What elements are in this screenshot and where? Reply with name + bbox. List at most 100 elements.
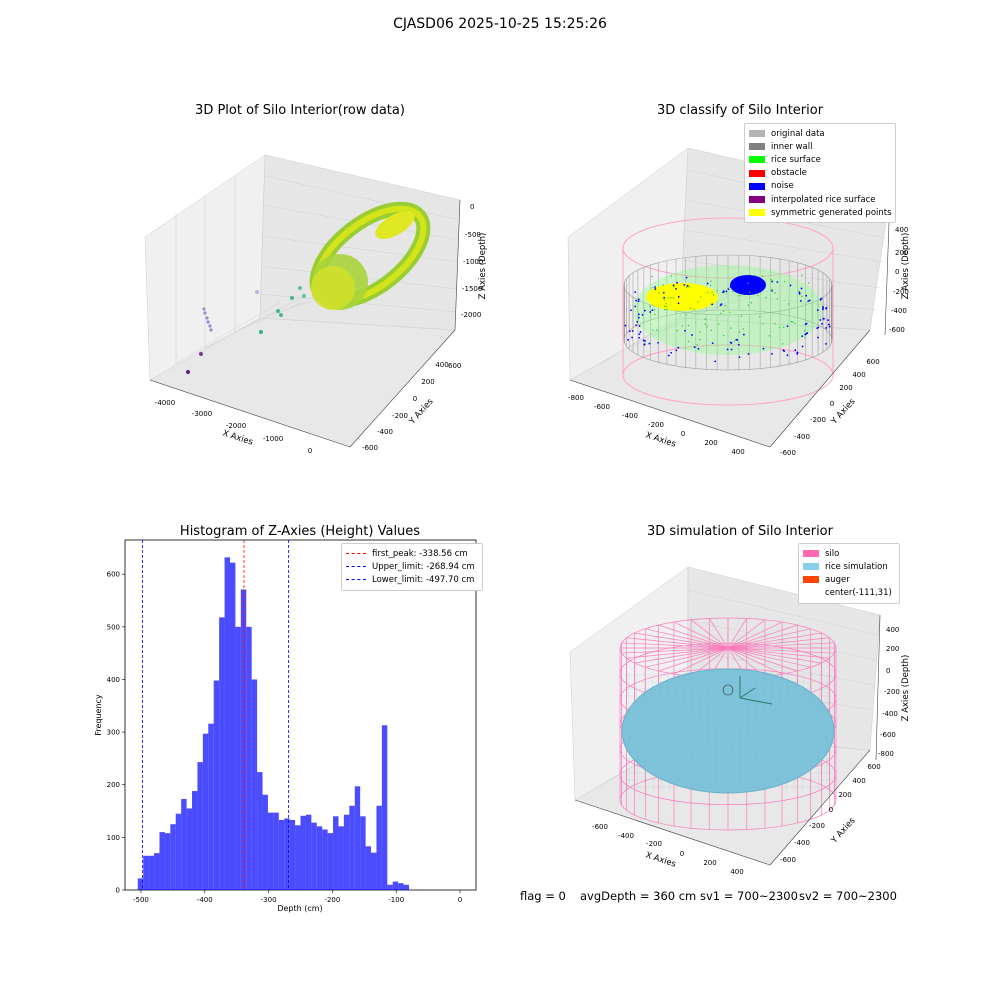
simulation-ylabel: Y Axies xyxy=(829,815,858,846)
histogram-bar xyxy=(360,816,366,890)
simulation-xtick: -600 xyxy=(592,823,608,831)
legend-entry: noise xyxy=(749,180,891,193)
raw-xtick: -3000 xyxy=(192,410,212,418)
simulation-zlabel: Z Axies (Depth) xyxy=(901,655,911,722)
histogram-bar xyxy=(257,772,263,890)
histogram-bar xyxy=(338,826,344,890)
simulation-ytick: 200 xyxy=(838,791,851,799)
simulation-xtick: -200 xyxy=(646,840,662,848)
footer-avg-depth: avgDepth = 360 cm xyxy=(580,889,697,903)
legend-entry: interpolated rice surface xyxy=(749,193,891,206)
histogram-bar xyxy=(137,878,144,890)
histogram-bar xyxy=(300,815,306,890)
simulation-3d-plot: -600 -400 -200 0 200 400 -600 -400 -200 … xyxy=(569,566,911,875)
histogram-x-ticks: -500 -400 -300 -200 -100 0 xyxy=(133,890,462,904)
classify-xlabel: X Axies xyxy=(644,430,677,449)
histogram-bar xyxy=(398,883,404,890)
histogram-bar xyxy=(208,723,214,890)
simulation-legend: silo rice simulation auger center(-111,3… xyxy=(798,543,900,604)
histogram-bar xyxy=(148,855,155,890)
simulation-ztick: 200 xyxy=(886,645,899,653)
simulation-ztick: 0 xyxy=(886,667,890,675)
legend-entry: auger xyxy=(803,573,895,586)
histogram-bar xyxy=(213,680,220,890)
raw-ztick: -2000 xyxy=(461,311,481,319)
raw-xlabel: X Axies xyxy=(221,428,254,447)
histogram-bar xyxy=(387,884,393,890)
raw-ztick: -500 xyxy=(465,231,481,239)
classify-xtick: -400 xyxy=(622,412,638,420)
raw-ztick: -1000 xyxy=(463,258,483,266)
histogram-bar xyxy=(284,818,290,890)
classify-ztick: 0 xyxy=(895,268,899,276)
simulation-ztick: 400 xyxy=(886,626,899,634)
legend-entry: rice simulation xyxy=(803,560,895,573)
classify-ytick: 200 xyxy=(839,384,852,392)
simulation-ytick: -400 xyxy=(794,839,810,847)
classify-zlabel: Z Axies (Depth) xyxy=(901,233,911,300)
histogram-bar xyxy=(246,626,252,890)
classify-xtick: -800 xyxy=(568,394,584,402)
legend-entry: inner wall xyxy=(749,140,891,153)
histogram-bar xyxy=(267,812,274,890)
y-tick-label: 500 xyxy=(107,623,120,631)
y-tick-label: 300 xyxy=(107,729,120,737)
x-tick-label: -300 xyxy=(261,896,277,904)
legend-entry: obstacle xyxy=(749,167,891,180)
classify-3d-plot: -800 -600 -400 -200 0 200 400 -600 -400 … xyxy=(567,147,911,457)
raw-xtick: -1000 xyxy=(263,435,283,443)
simulation-ytick: 400 xyxy=(852,777,865,785)
classify-xtick: 0 xyxy=(681,430,685,438)
simulation-ytick: 600 xyxy=(867,763,880,771)
histogram-bar xyxy=(371,852,377,890)
x-tick-label: -500 xyxy=(133,896,149,904)
histogram-bar xyxy=(278,820,285,890)
raw-ytick: 400 xyxy=(435,361,448,369)
histogram-bar xyxy=(235,626,241,890)
histogram-bars xyxy=(137,557,409,890)
y-tick-label: 400 xyxy=(107,676,120,684)
histogram-ylabel: Frequency xyxy=(94,694,103,736)
legend-entry: rice surface xyxy=(749,153,891,166)
histogram-bar xyxy=(349,805,355,890)
histogram-bar xyxy=(197,762,203,890)
x-tick-label: -200 xyxy=(324,896,340,904)
raw-xtick: -4000 xyxy=(155,399,175,407)
classify-symmetric-points xyxy=(646,283,718,311)
classify-ytick: 400 xyxy=(852,371,865,379)
raw-zlabel: Z Axies (Depth) xyxy=(478,233,488,300)
y-tick-label: 600 xyxy=(107,571,120,579)
classify-ytick: 600 xyxy=(866,358,879,366)
classify-noise-dots xyxy=(624,274,831,363)
classify-xtick: -600 xyxy=(594,403,610,411)
histogram-bar xyxy=(316,826,323,890)
histogram-bar xyxy=(154,853,160,890)
simulation-ytick: 0 xyxy=(829,806,833,814)
raw-xtick: 0 xyxy=(308,447,312,455)
simulation-rice-mesh xyxy=(625,671,832,791)
footer-flag: flag = 0 xyxy=(520,889,566,903)
simulation-ztick: -200 xyxy=(884,688,900,696)
simulation-xtick: 0 xyxy=(680,850,684,858)
raw-ytick: 200 xyxy=(421,378,434,386)
simulation-ztick: -800 xyxy=(878,750,894,758)
legend-entry: Upper_limit: -268.94 cm xyxy=(346,560,478,573)
histogram-bar xyxy=(289,820,296,890)
raw-ytick: 600 xyxy=(448,362,461,370)
footer-sv1: sv1 = 700~2300 xyxy=(700,889,798,903)
legend-entry: silo xyxy=(803,547,895,560)
y-tick-label: 100 xyxy=(107,834,120,842)
histogram-xlabel: Depth (cm) xyxy=(277,904,322,913)
raw-xtick: -2000 xyxy=(226,422,246,430)
simulation-xtick: 400 xyxy=(730,868,743,875)
legend-entry: Lower_limit: -497.70 cm xyxy=(346,573,478,586)
classify-ytick: -200 xyxy=(810,416,826,424)
classify-ytick: -600 xyxy=(780,449,796,457)
classify-xtick: 400 xyxy=(731,448,744,456)
raw-ytick: -600 xyxy=(362,444,378,452)
simulation-ztick: -600 xyxy=(880,731,896,739)
histogram-bar xyxy=(192,791,198,890)
classify-rice-surface xyxy=(633,265,823,355)
classify-noise-cluster xyxy=(730,275,766,295)
histogram-bar xyxy=(229,562,236,890)
